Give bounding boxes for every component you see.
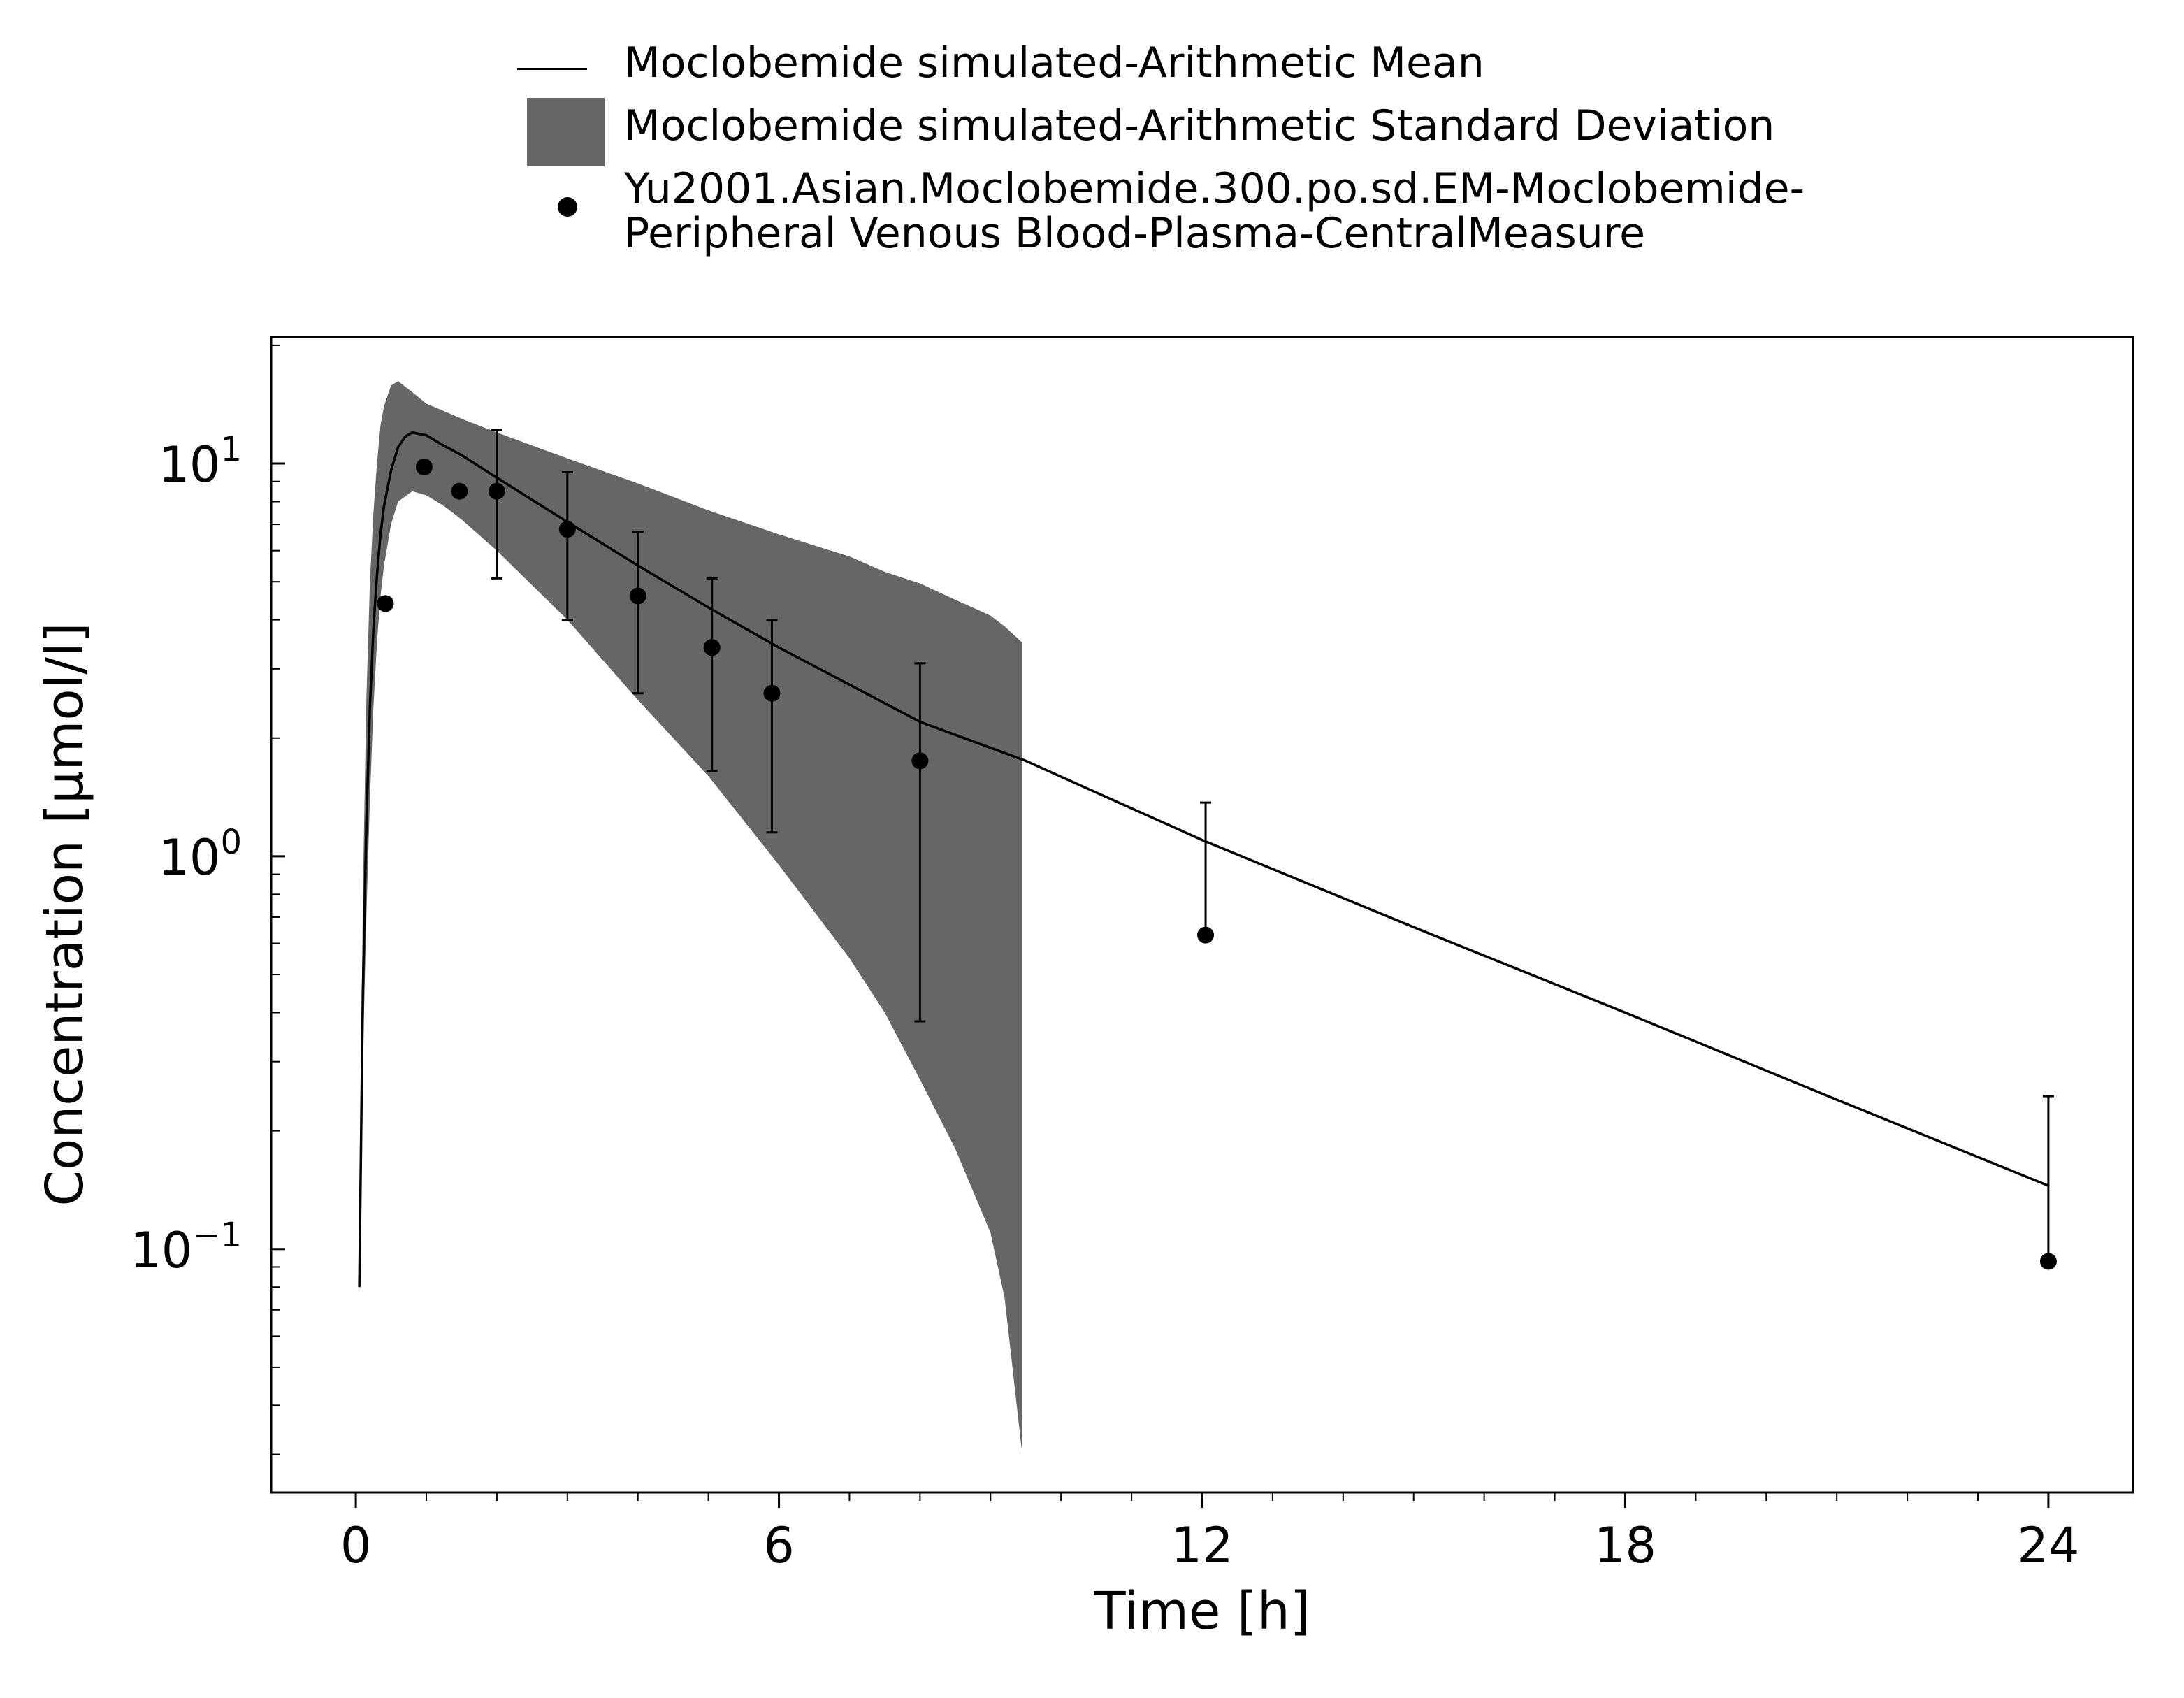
data-point-8 bbox=[911, 752, 928, 769]
y-tick-label-exponent: −1 bbox=[192, 1216, 242, 1255]
data-point-5 bbox=[630, 588, 646, 605]
y-tick-label-base: 10 bbox=[158, 829, 220, 886]
y-tick-label-exponent: 1 bbox=[220, 430, 242, 469]
y-tick-label-2: 101 bbox=[158, 430, 242, 494]
data-point-9 bbox=[1197, 927, 1214, 944]
sd-band-layer bbox=[359, 381, 1022, 1454]
x-tick-label-1: 6 bbox=[763, 1517, 795, 1574]
x-tick-label-0: 0 bbox=[340, 1517, 372, 1574]
y-tick-label-base: 10 bbox=[158, 436, 220, 494]
data-point-3 bbox=[489, 483, 505, 500]
data-point-2 bbox=[451, 483, 468, 500]
data-point-1 bbox=[416, 459, 433, 475]
x-axis-label: Time [h] bbox=[1093, 1581, 1310, 1641]
y-axis-label: Concentration [µmol/l] bbox=[35, 622, 95, 1206]
y-tick-label-0: 10−1 bbox=[130, 1216, 242, 1279]
x-tick-label-4: 24 bbox=[2017, 1517, 2079, 1574]
data-point-0 bbox=[377, 595, 393, 612]
x-tick-label-2: 12 bbox=[1171, 1517, 1233, 1574]
data-point-4 bbox=[559, 521, 576, 538]
data-point-7 bbox=[763, 685, 780, 702]
x-tick-label-3: 18 bbox=[1594, 1517, 1656, 1574]
sd-band bbox=[359, 381, 1022, 1454]
data-point-6 bbox=[704, 639, 721, 656]
y-tick-label-base: 10 bbox=[130, 1222, 192, 1279]
y-tick-label-1: 100 bbox=[158, 823, 242, 886]
data-point-10 bbox=[2040, 1253, 2057, 1269]
y-tick-label-exponent: 0 bbox=[220, 823, 242, 862]
